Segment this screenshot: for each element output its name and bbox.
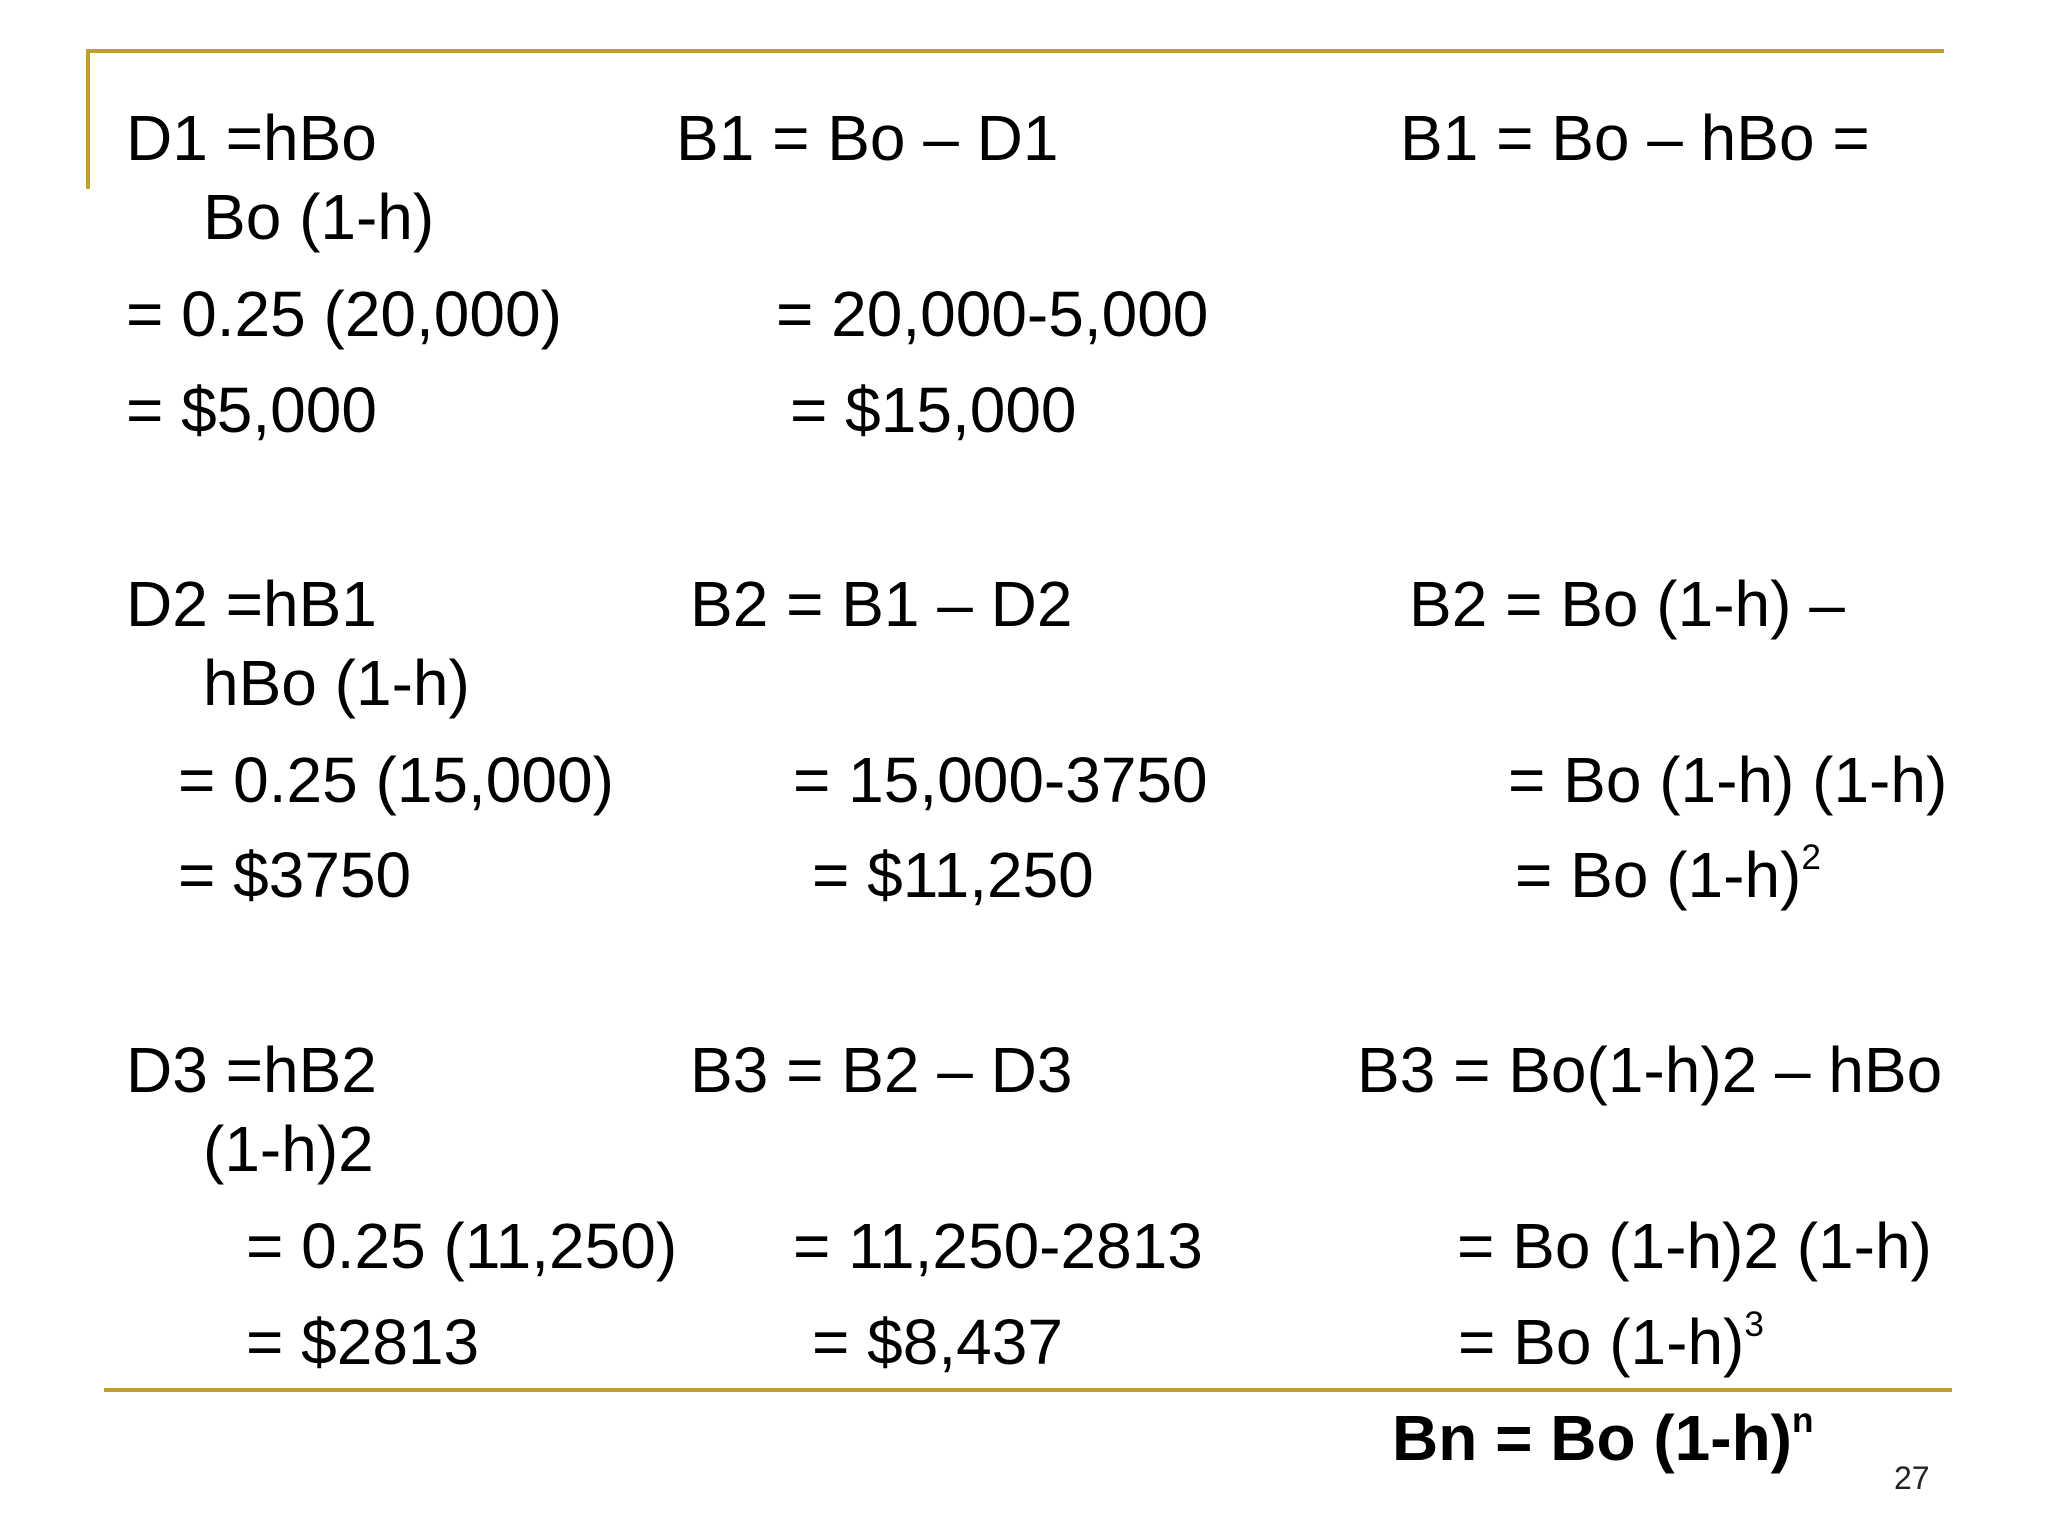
row3-d-equation-continued: (1-h)2 [203,1113,374,1185]
row2-general-step: = Bo (1-h) (1-h) [1508,744,1948,816]
row2-d-equation-continued: hBo (1-h) [203,647,470,719]
row2-b-equation: B2 = B1 – D2 [690,568,1073,640]
row3-general-equation: B3 = Bo(1-h)2 – hBo [1357,1034,1943,1106]
row2-general-result-exponent: 2 [1801,837,1821,877]
row2-d-calculation: = 0.25 (15,000) [178,744,614,816]
row3-general-result-exponent: 3 [1744,1304,1764,1344]
row2-d-equation: D2 =hB1 [126,568,377,640]
row1-b-equation: B1 = Bo – D1 [676,102,1059,174]
row2-general-equation: B2 = Bo (1-h) – [1409,568,1845,640]
row3-b-result: = $8,437 [812,1306,1063,1378]
row2-b-calculation: = 15,000-3750 [793,744,1208,816]
row1-d-equation: D1 =hBo [126,102,377,174]
left-accent-rule [86,49,90,189]
row3-b-equation: B3 = B2 – D3 [690,1034,1073,1106]
top-accent-rule [86,49,1944,53]
row3-d-equation: D3 =hB2 [126,1034,377,1106]
row1-b-calculation: = 20,000-5,000 [776,278,1209,350]
row2-general-result-base: = Bo (1-h) [1515,839,1802,911]
slide-number: 27 [1894,1460,1930,1496]
row1-d-calculation: = 0.25 (20,000) [126,278,562,350]
row3-general-result-base: = Bo (1-h) [1458,1306,1745,1378]
row3-b-calculation: = 11,250-2813 [793,1210,1203,1282]
row2-b-result: = $11,250 [812,839,1094,911]
row2-general-result: = Bo (1-h)2 [1515,840,1821,907]
general-formula-exponent: n [1791,1400,1814,1440]
general-formula-base: Bn = Bo (1-h) [1392,1402,1792,1474]
row3-general-result: = Bo (1-h)3 [1458,1307,1764,1374]
row2-d-result: = $3750 [178,839,412,911]
row1-d-result: = $5,000 [126,374,377,446]
row1-b-result: = $15,000 [790,374,1077,446]
row1-general-equation: B1 = Bo – hBo = [1400,102,1870,174]
general-formula: Bn = Bo (1-h)n [1392,1403,1813,1470]
bottom-accent-rule [104,1388,1952,1392]
row3-d-calculation: = 0.25 (11,250) [246,1210,678,1282]
row3-general-step: = Bo (1-h)2 (1-h) [1457,1210,1932,1282]
row1-d-equation-continued: Bo (1-h) [203,181,435,253]
row3-d-result: = $2813 [246,1306,480,1378]
